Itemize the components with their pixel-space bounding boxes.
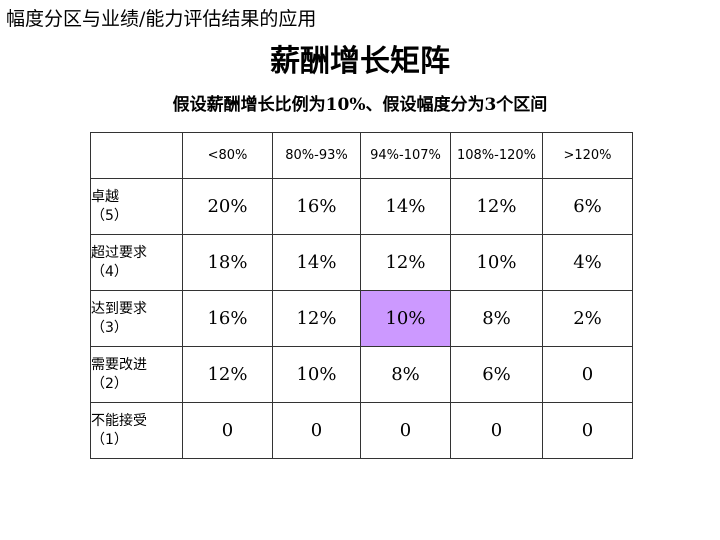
column-header: 80%-93% <box>272 132 361 179</box>
column-header: >120% <box>542 132 633 179</box>
table-cell: 6% <box>542 178 633 235</box>
column-header: 108%-120% <box>450 132 543 179</box>
table-cell: 12% <box>450 178 543 235</box>
table-cell: 18% <box>182 234 273 291</box>
rating-score: （4） <box>91 263 128 280</box>
salary-increase-matrix: <80% 80%-93% 94%-107% 108%-120% >120% 卓越… <box>90 132 633 459</box>
table-cell: 2% <box>542 290 633 347</box>
rating-score: （5） <box>91 207 128 224</box>
table-cell: 0 <box>182 402 273 459</box>
page-title: 薪酬增长矩阵 <box>270 44 450 79</box>
row-label: 需要改进 （2） <box>90 346 183 403</box>
corner-cell <box>90 132 183 179</box>
top-caption: 幅度分区与业绩/能力评估结果的应用 <box>6 8 317 30</box>
table-row: 不能接受 （1） 0 0 0 0 0 <box>90 402 633 459</box>
row-label: 超过要求 （4） <box>90 234 183 291</box>
table-cell: 0 <box>360 402 451 459</box>
table-cell: 14% <box>360 178 451 235</box>
row-label: 不能接受 （1） <box>90 402 183 459</box>
table-row: 超过要求 （4） 18% 14% 12% 10% 4% <box>90 234 633 291</box>
table-cell: 16% <box>182 290 273 347</box>
table-cell: 0 <box>450 402 543 459</box>
table-row: 卓越 （5） 20% 16% 14% 12% 6% <box>90 178 633 235</box>
header-row: <80% 80%-93% 94%-107% 108%-120% >120% <box>90 132 633 179</box>
subtitle: 假设薪酬增长比例为10%、假设幅度分为3个区间 <box>172 95 548 115</box>
table-cell: 0 <box>542 346 633 403</box>
rating-label: 超过要求 <box>91 244 147 261</box>
rating-score: （3） <box>91 319 128 336</box>
table-cell: 12% <box>182 346 273 403</box>
rating-score: （1） <box>91 431 128 448</box>
table-cell: 0 <box>542 402 633 459</box>
table-cell: 8% <box>450 290 543 347</box>
table-cell: 10% <box>272 346 361 403</box>
table-cell: 12% <box>360 234 451 291</box>
rating-label: 不能接受 <box>91 412 147 429</box>
table-cell: 10% <box>450 234 543 291</box>
highlighted-cell: 10% <box>360 290 451 347</box>
row-label: 卓越 （5） <box>90 178 183 235</box>
table-cell: 16% <box>272 178 361 235</box>
table-row: 达到要求 （3） 16% 12% 10% 8% 2% <box>90 290 633 347</box>
column-header: <80% <box>182 132 273 179</box>
table-cell: 20% <box>182 178 273 235</box>
column-header: 94%-107% <box>360 132 451 179</box>
table-cell: 6% <box>450 346 543 403</box>
rating-label: 达到要求 <box>91 300 147 317</box>
rating-label: 卓越 <box>91 188 119 205</box>
row-label: 达到要求 （3） <box>90 290 183 347</box>
table-cell: 4% <box>542 234 633 291</box>
table-cell: 14% <box>272 234 361 291</box>
table-cell: 8% <box>360 346 451 403</box>
table-cell: 12% <box>272 290 361 347</box>
rating-score: （2） <box>91 375 128 392</box>
table-row: 需要改进 （2） 12% 10% 8% 6% 0 <box>90 346 633 403</box>
rating-label: 需要改进 <box>91 356 147 373</box>
table-cell: 0 <box>272 402 361 459</box>
